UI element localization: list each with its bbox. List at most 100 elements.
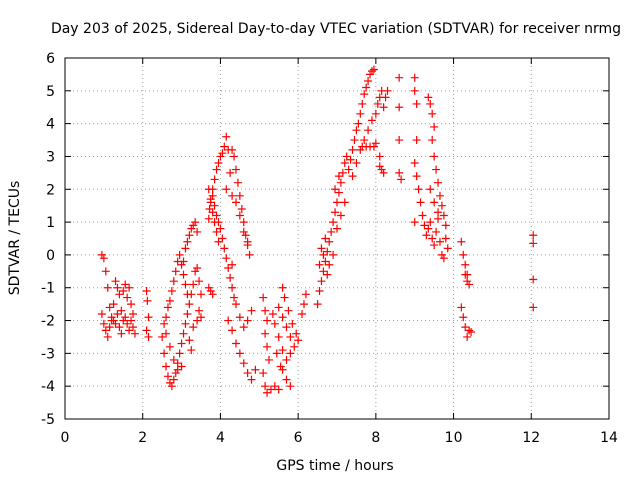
data-point (435, 191, 444, 200)
data-point (364, 126, 373, 135)
data-point (367, 116, 376, 125)
data-point (165, 378, 174, 387)
data-point (99, 319, 108, 328)
x-tick-label: 2 (138, 430, 147, 446)
data-point (117, 306, 126, 315)
data-point (319, 250, 328, 259)
data-point (103, 332, 112, 341)
data-point (193, 264, 202, 273)
data-point (459, 250, 468, 259)
data-point (185, 336, 194, 345)
data-point (235, 211, 244, 220)
data-point (412, 136, 421, 145)
data-point (467, 328, 476, 337)
x-axis-label: GPS time / hours (276, 458, 393, 474)
data-point (395, 73, 404, 82)
data-point (270, 382, 279, 391)
data-point (437, 201, 446, 210)
data-point (336, 178, 345, 187)
data-point (334, 172, 343, 181)
data-point (162, 329, 171, 338)
data-point (177, 362, 186, 371)
data-point (239, 359, 248, 368)
data-point (210, 175, 219, 184)
data-point (329, 218, 338, 227)
data-point (457, 303, 466, 312)
data-point (317, 244, 326, 253)
data-point (369, 65, 378, 74)
data-point (208, 290, 217, 299)
data-point (340, 159, 349, 168)
data-point (222, 132, 231, 141)
data-point (111, 319, 120, 328)
data-point (426, 99, 435, 108)
data-point (358, 99, 367, 108)
data-point (125, 326, 134, 335)
x-axis-ticks: 0 2 4 6 8 10 12 14 (61, 58, 618, 446)
data-point (210, 201, 219, 210)
data-point (142, 287, 151, 296)
data-point (461, 270, 470, 279)
data-point (105, 303, 114, 312)
data-point (375, 162, 384, 171)
data-point (426, 218, 435, 227)
data-point (430, 241, 439, 250)
data-point (360, 136, 369, 145)
data-point (430, 152, 439, 161)
data-point (183, 237, 192, 246)
data-point (226, 168, 235, 177)
data-point (317, 277, 326, 286)
data-point (171, 369, 180, 378)
data-point (163, 372, 172, 381)
data-point (299, 300, 308, 309)
x-tick-label: 14 (600, 430, 618, 446)
data-point (181, 280, 190, 289)
data-point (395, 103, 404, 112)
data-point (459, 313, 468, 322)
data-point (193, 316, 202, 325)
data-point (261, 382, 270, 391)
data-point (158, 332, 167, 341)
data-point (187, 224, 196, 233)
data-point (282, 375, 291, 384)
data-point (212, 165, 221, 174)
data-point (284, 306, 293, 315)
data-point (228, 191, 237, 200)
data-point (177, 260, 186, 269)
data-point (247, 306, 256, 315)
data-point (130, 329, 139, 338)
data-point (437, 250, 446, 259)
data-point (377, 165, 386, 174)
data-point (233, 178, 242, 187)
chart-title: Day 203 of 2025, Sidereal Day-to-day VTE… (51, 21, 621, 37)
data-point (179, 270, 188, 279)
data-point (286, 382, 295, 391)
data-point (435, 237, 444, 246)
data-point (428, 234, 437, 243)
data-point (274, 385, 283, 394)
data-point (430, 122, 439, 131)
data-point (206, 287, 215, 296)
data-point (381, 93, 390, 102)
data-point (243, 369, 252, 378)
x-tick-label: 0 (61, 430, 70, 446)
data-point (224, 264, 233, 273)
x-tick-label: 12 (522, 430, 540, 446)
data-point (189, 221, 198, 230)
data-point (265, 355, 273, 364)
data-point (379, 103, 388, 112)
data-point (167, 287, 176, 296)
data-point (185, 300, 194, 309)
data-point (294, 336, 303, 345)
data-point (160, 319, 169, 328)
data-point (333, 224, 341, 233)
data-point (426, 185, 435, 194)
data-point (218, 149, 227, 158)
y-tick-label: -3 (41, 346, 55, 362)
data-point (214, 218, 223, 227)
data-point (127, 316, 136, 325)
data-point (383, 86, 392, 95)
data-point (222, 185, 231, 194)
y-axis-label: SDTVAR / TECUs (7, 181, 23, 296)
data-point (461, 323, 470, 332)
